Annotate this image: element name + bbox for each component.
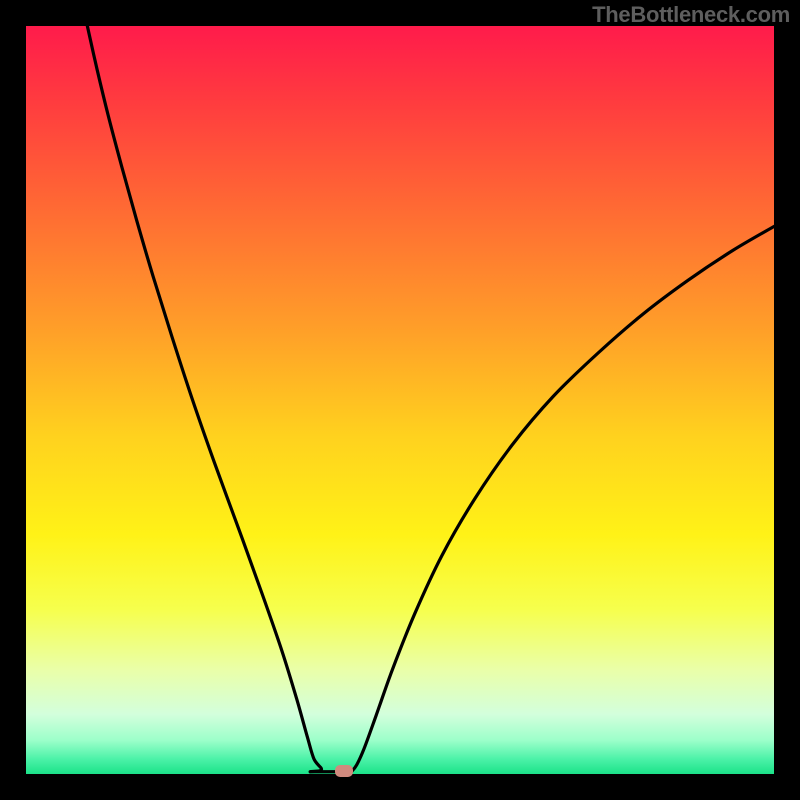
- chart-frame: TheBottleneck.com: [0, 0, 800, 800]
- watermark-text: TheBottleneck.com: [592, 2, 790, 28]
- minimum-marker: [335, 765, 353, 777]
- plot-area: [26, 26, 774, 774]
- bottleneck-curve: [26, 26, 774, 774]
